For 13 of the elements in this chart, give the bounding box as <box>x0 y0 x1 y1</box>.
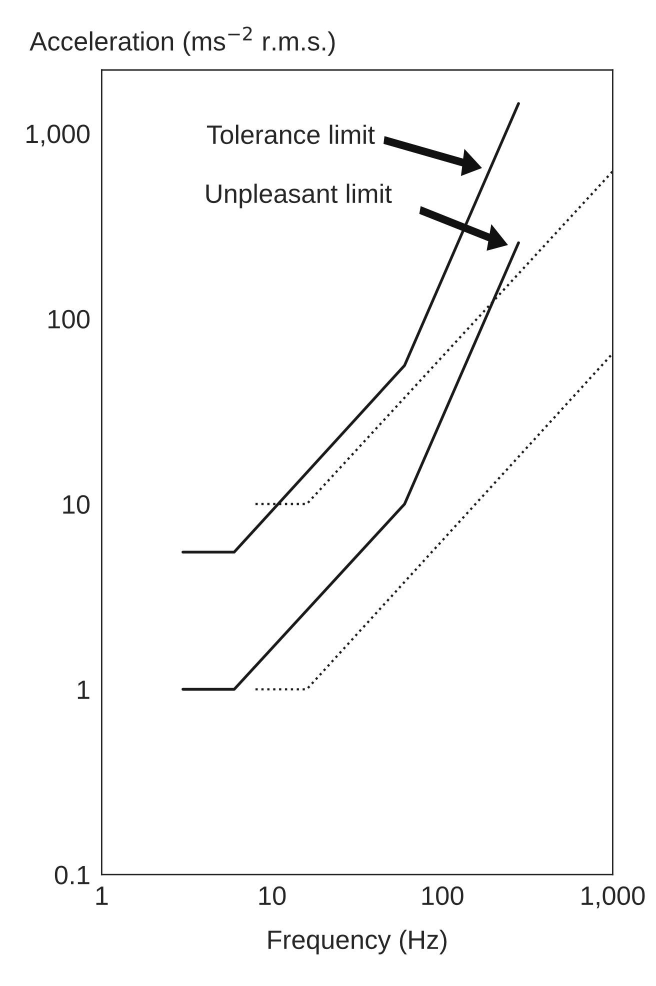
y-tick-label: 10 <box>63 495 90 514</box>
x-tick-label: 10 <box>259 886 286 906</box>
x-tick-label: 100 <box>422 886 464 906</box>
x-axis-title: Frequency (Hz) <box>268 930 446 954</box>
y-tick-label: 1,000 <box>26 124 90 146</box>
y-axis-title: Acceleration (ms$^{−2}$ r.m.s.) <box>30 26 335 56</box>
y-tick-label: 1 <box>78 680 90 699</box>
annotation: Tolerance limit <box>206 124 375 144</box>
x-tick-label: 1 <box>96 886 108 905</box>
x-tick-label: 1,000 <box>582 886 645 908</box>
annotation: Unpleasant limit <box>206 184 392 208</box>
y-tick-label: 0.1 <box>54 866 90 884</box>
y-tick-label: 100 <box>48 310 90 329</box>
